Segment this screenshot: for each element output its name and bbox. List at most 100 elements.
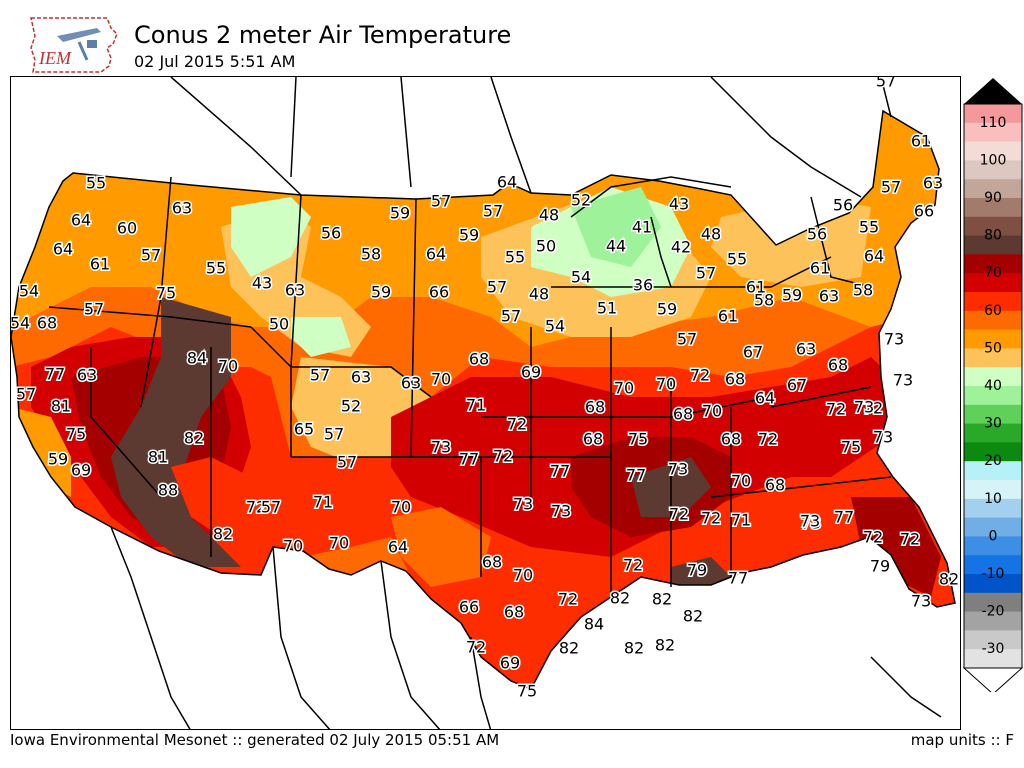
- colorbar-band: [964, 141, 1022, 161]
- colorbar-band: [964, 104, 1022, 124]
- station-value: 73: [893, 371, 913, 390]
- station-value: 72: [701, 509, 721, 528]
- station-value: 57: [431, 192, 451, 211]
- station-value: 75: [66, 425, 86, 444]
- station-value: 57: [483, 202, 503, 221]
- station-value: 56: [321, 224, 341, 243]
- station-value: 73: [668, 460, 688, 479]
- station-value: 48: [539, 206, 559, 225]
- station-value: 59: [459, 226, 479, 245]
- station-value: 68: [469, 350, 489, 369]
- station-value: 57: [487, 278, 507, 297]
- station-value: 82: [610, 589, 630, 608]
- station-value: 73: [801, 514, 821, 533]
- colorbar-label: 80: [984, 228, 1002, 244]
- colorbar: 110 100 90 80 70 60 50 40 30 20 10 0 -10 -20 -30: [962, 76, 1024, 695]
- station-value: 84: [584, 615, 604, 634]
- colorbar-band: [964, 348, 1022, 368]
- colorbar-band: [964, 555, 1022, 575]
- station-value: 72: [558, 590, 578, 609]
- station-value: 82: [655, 636, 675, 655]
- station-value: 84: [187, 349, 207, 368]
- station-value: 73: [873, 428, 893, 447]
- station-value: 57: [16, 385, 36, 404]
- colorbar-band: [964, 310, 1022, 331]
- station-value: 57: [84, 300, 104, 319]
- station-value: 68: [673, 405, 693, 424]
- colorbar-outline: [963, 103, 1023, 669]
- colorbar-label: 20: [984, 453, 1002, 469]
- station-value: 56: [807, 225, 827, 244]
- colorbar-band: [964, 536, 1022, 556]
- colorbar-label: 70: [984, 265, 1002, 281]
- station-value: 77: [834, 508, 854, 527]
- footer-credit: Iowa Environmental Mesonet :: generated …: [10, 731, 500, 749]
- station-value: 43: [252, 274, 272, 293]
- station-value: 79: [687, 561, 707, 580]
- station-value: 56: [833, 196, 853, 215]
- station-value: 60: [117, 219, 137, 238]
- station-value: 48: [529, 285, 549, 304]
- colorbar-band: [964, 386, 1022, 406]
- station-value: 54: [571, 268, 591, 287]
- station-value: 48: [701, 225, 721, 244]
- colorbar-band: [964, 498, 1022, 519]
- station-value: 55: [505, 248, 525, 267]
- station-values: 57 61 57 63 66 55 64 60 63 64 61 57 55 56 43 63 50 75 54 57…: [11, 77, 960, 702]
- station-value: 79: [870, 557, 890, 576]
- colorbar-band: [964, 235, 1022, 255]
- colorbar-label: 50: [984, 340, 1002, 356]
- station-value: 68: [583, 430, 603, 449]
- station-value: 55: [727, 250, 747, 269]
- colorbar-band: [964, 367, 1022, 387]
- station-value: 54: [545, 317, 565, 336]
- footer-units: map units :: F: [910, 731, 1014, 749]
- station-value: 61: [810, 259, 830, 278]
- station-value: 75: [156, 284, 176, 303]
- station-value: 64: [755, 389, 775, 408]
- station-value: 57: [337, 453, 357, 472]
- colorbar-band: [964, 517, 1022, 537]
- station-value: 64: [497, 173, 517, 192]
- station-value: 70: [513, 566, 533, 585]
- station-value: 82: [683, 607, 703, 626]
- station-value: 52: [341, 397, 361, 416]
- station-value: 68: [725, 370, 745, 389]
- station-value: 70: [218, 357, 238, 376]
- station-value: 72: [493, 447, 513, 466]
- colorbar-label: 60: [984, 303, 1002, 319]
- station-value: 61: [746, 278, 766, 297]
- station-value: 63: [796, 340, 816, 359]
- station-value: 57: [261, 498, 281, 517]
- colorbar-band: [964, 649, 1022, 669]
- station-value: 57: [501, 307, 521, 326]
- station-value: 50: [536, 237, 556, 256]
- station-value: 68: [482, 553, 502, 572]
- boundaries: [11, 77, 956, 729]
- station-value: 72: [863, 399, 883, 418]
- station-value: 73: [911, 592, 931, 611]
- colorbar-label: 40: [984, 378, 1002, 394]
- station-value: 72: [863, 528, 883, 547]
- station-value: 75: [628, 430, 648, 449]
- station-value: 72: [669, 505, 689, 524]
- station-value: 77: [459, 450, 479, 469]
- colorbar-band: [964, 574, 1022, 594]
- station-value: 55: [859, 218, 879, 237]
- station-value: 73: [800, 512, 820, 531]
- station-value: 63: [819, 287, 839, 306]
- station-value: 63: [923, 174, 943, 193]
- colorbar-band: [964, 273, 1022, 293]
- station-value: 59: [371, 283, 391, 302]
- colorbar-band: [964, 216, 1022, 237]
- station-value: 81: [148, 448, 168, 467]
- station-value: 75: [841, 438, 861, 457]
- station-value: 72: [900, 530, 920, 549]
- colorbar-band: [964, 592, 1022, 613]
- colorbar-band: [964, 329, 1022, 349]
- station-value: 57: [677, 330, 697, 349]
- temperature-map: 57 61 57 63 66 55 64 60 63 64 61 57 55 56 43 63 50 75 54 57…: [10, 76, 961, 730]
- colorbar-band: [964, 630, 1022, 650]
- colorbar-label: 100: [980, 152, 1007, 168]
- station-value: 82: [559, 639, 579, 658]
